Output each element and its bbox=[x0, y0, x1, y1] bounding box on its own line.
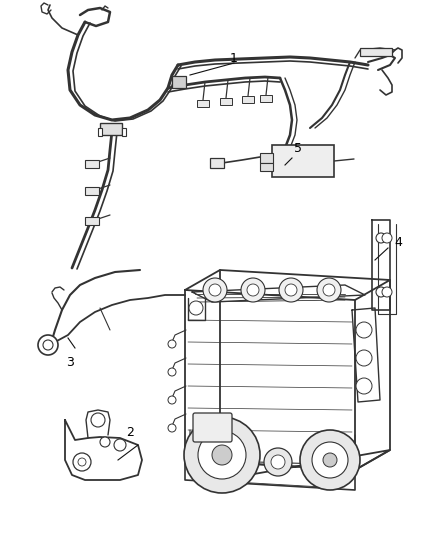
Circle shape bbox=[73, 453, 91, 471]
Bar bbox=[100, 123, 122, 135]
Circle shape bbox=[300, 430, 360, 490]
Circle shape bbox=[264, 448, 292, 476]
Circle shape bbox=[312, 442, 348, 478]
Bar bbox=[98, 128, 102, 136]
Circle shape bbox=[184, 417, 260, 493]
Bar bbox=[242, 96, 254, 103]
Text: 2: 2 bbox=[126, 425, 134, 439]
Circle shape bbox=[285, 284, 297, 296]
Bar bbox=[210, 158, 224, 168]
Circle shape bbox=[356, 378, 372, 394]
Circle shape bbox=[323, 284, 335, 296]
Circle shape bbox=[323, 453, 337, 467]
Circle shape bbox=[376, 233, 386, 243]
Bar bbox=[260, 95, 272, 102]
Circle shape bbox=[356, 322, 372, 338]
Circle shape bbox=[212, 445, 232, 465]
Circle shape bbox=[376, 287, 386, 297]
Circle shape bbox=[114, 439, 126, 451]
Circle shape bbox=[168, 396, 176, 404]
Text: 1: 1 bbox=[230, 52, 238, 64]
Circle shape bbox=[173, 77, 183, 87]
Text: 5: 5 bbox=[294, 141, 302, 155]
Bar bbox=[85, 160, 99, 168]
Circle shape bbox=[168, 368, 176, 376]
Circle shape bbox=[356, 350, 372, 366]
Bar bbox=[85, 187, 99, 195]
Circle shape bbox=[78, 458, 86, 466]
Text: 3: 3 bbox=[66, 356, 74, 368]
Bar bbox=[197, 100, 209, 107]
Bar bbox=[85, 217, 99, 225]
Circle shape bbox=[189, 301, 203, 315]
Circle shape bbox=[203, 278, 227, 302]
Circle shape bbox=[43, 340, 53, 350]
FancyBboxPatch shape bbox=[193, 413, 232, 442]
Circle shape bbox=[168, 424, 176, 432]
Bar bbox=[272, 145, 334, 177]
Circle shape bbox=[279, 278, 303, 302]
Bar bbox=[122, 128, 126, 136]
Circle shape bbox=[271, 455, 285, 469]
Circle shape bbox=[241, 278, 265, 302]
Circle shape bbox=[168, 340, 176, 348]
Circle shape bbox=[382, 233, 392, 243]
Bar bbox=[172, 76, 186, 88]
Bar bbox=[360, 48, 392, 56]
Circle shape bbox=[100, 437, 110, 447]
Circle shape bbox=[91, 413, 105, 427]
Bar bbox=[220, 98, 232, 105]
Circle shape bbox=[198, 431, 246, 479]
Circle shape bbox=[38, 335, 58, 355]
Circle shape bbox=[209, 284, 221, 296]
Bar bbox=[260, 163, 273, 171]
Text: 4: 4 bbox=[394, 237, 402, 249]
Circle shape bbox=[247, 284, 259, 296]
Circle shape bbox=[317, 278, 341, 302]
Circle shape bbox=[382, 287, 392, 297]
Bar bbox=[260, 153, 273, 163]
